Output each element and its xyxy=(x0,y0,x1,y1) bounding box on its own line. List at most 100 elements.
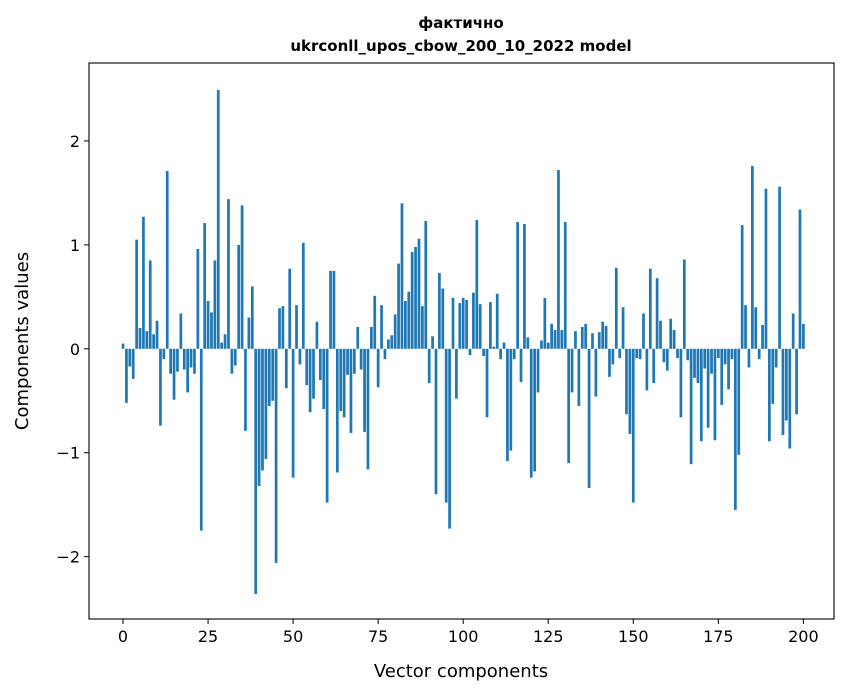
bar xyxy=(455,348,458,399)
bar xyxy=(397,263,400,349)
bar xyxy=(410,252,414,349)
bar xyxy=(342,348,346,418)
bar xyxy=(567,348,571,464)
bar xyxy=(131,348,135,379)
bar xyxy=(472,292,475,349)
bar xyxy=(128,348,132,367)
bar xyxy=(274,348,278,563)
bar xyxy=(475,219,479,349)
bar xyxy=(686,348,690,361)
bar xyxy=(254,348,258,595)
bar xyxy=(540,340,543,349)
bar xyxy=(506,348,509,462)
bar xyxy=(502,342,506,349)
bar xyxy=(509,348,513,451)
bar xyxy=(628,348,632,435)
bar xyxy=(369,326,373,349)
bar xyxy=(176,348,179,372)
bar xyxy=(240,205,244,349)
bar xyxy=(438,272,441,349)
bar xyxy=(390,335,394,349)
bar xyxy=(563,222,567,349)
bar xyxy=(768,348,771,442)
bar xyxy=(516,222,519,349)
bar xyxy=(284,348,288,389)
bar xyxy=(424,220,428,349)
bar xyxy=(608,348,611,377)
bar xyxy=(482,348,485,357)
bar xyxy=(308,348,312,413)
y-axis-ticks: −2 −1 0 1 2 xyxy=(56,132,89,567)
bar xyxy=(696,348,700,384)
bar xyxy=(172,348,176,400)
bar xyxy=(529,348,533,478)
bar xyxy=(356,326,360,349)
bar xyxy=(250,286,254,349)
chart-title-line1: фактично xyxy=(418,14,503,32)
bar xyxy=(261,348,264,471)
bar xyxy=(451,297,455,349)
bar xyxy=(247,317,251,349)
bar xyxy=(740,225,744,349)
bar xyxy=(414,246,417,349)
bar xyxy=(159,348,162,426)
bar xyxy=(536,348,540,393)
bar xyxy=(485,348,489,418)
bar xyxy=(679,348,683,418)
bar xyxy=(444,348,448,503)
bar xyxy=(519,348,523,383)
x-tick-label: 25 xyxy=(198,627,218,646)
bar xyxy=(404,300,407,349)
bar xyxy=(526,337,530,349)
bar xyxy=(138,328,142,349)
bar xyxy=(618,348,622,359)
bar xyxy=(203,223,207,349)
bar xyxy=(363,348,366,432)
bar xyxy=(495,293,499,349)
bar xyxy=(499,348,502,360)
y-tick-label: −1 xyxy=(56,444,80,463)
x-tick-label: 0 xyxy=(118,627,128,646)
bar xyxy=(298,348,302,365)
x-axis-ticks: 0 25 50 75 100 125 150 175 200 xyxy=(118,619,819,646)
bar xyxy=(335,348,339,473)
bar xyxy=(584,323,588,349)
bar xyxy=(720,348,724,405)
bar xyxy=(400,203,404,349)
y-tick-label: 1 xyxy=(70,236,80,255)
bar xyxy=(199,348,203,531)
bar xyxy=(318,348,322,380)
bar xyxy=(407,291,411,349)
bar xyxy=(346,348,349,375)
bar xyxy=(237,244,241,349)
bar xyxy=(478,304,482,349)
bar xyxy=(121,343,125,349)
bar xyxy=(727,348,730,390)
bar xyxy=(682,259,686,349)
bar xyxy=(325,348,329,503)
bar xyxy=(662,348,666,363)
bar xyxy=(642,313,645,349)
bar xyxy=(676,348,679,359)
bar xyxy=(267,348,271,406)
bar xyxy=(393,314,397,349)
bar xyxy=(458,303,462,349)
bar xyxy=(227,199,230,349)
plot-area xyxy=(121,90,805,595)
bar xyxy=(332,270,336,349)
bar xyxy=(339,348,343,412)
bar xyxy=(216,90,220,349)
bar xyxy=(465,299,468,349)
bar xyxy=(431,336,434,349)
bar xyxy=(434,348,438,495)
bar xyxy=(791,313,795,349)
bar xyxy=(706,348,710,428)
axes-frame xyxy=(88,62,835,620)
bar xyxy=(577,348,581,406)
bar xyxy=(737,348,741,455)
bar xyxy=(322,348,326,410)
bar xyxy=(723,348,727,365)
bar xyxy=(781,348,785,436)
x-tick-label: 125 xyxy=(533,627,564,646)
